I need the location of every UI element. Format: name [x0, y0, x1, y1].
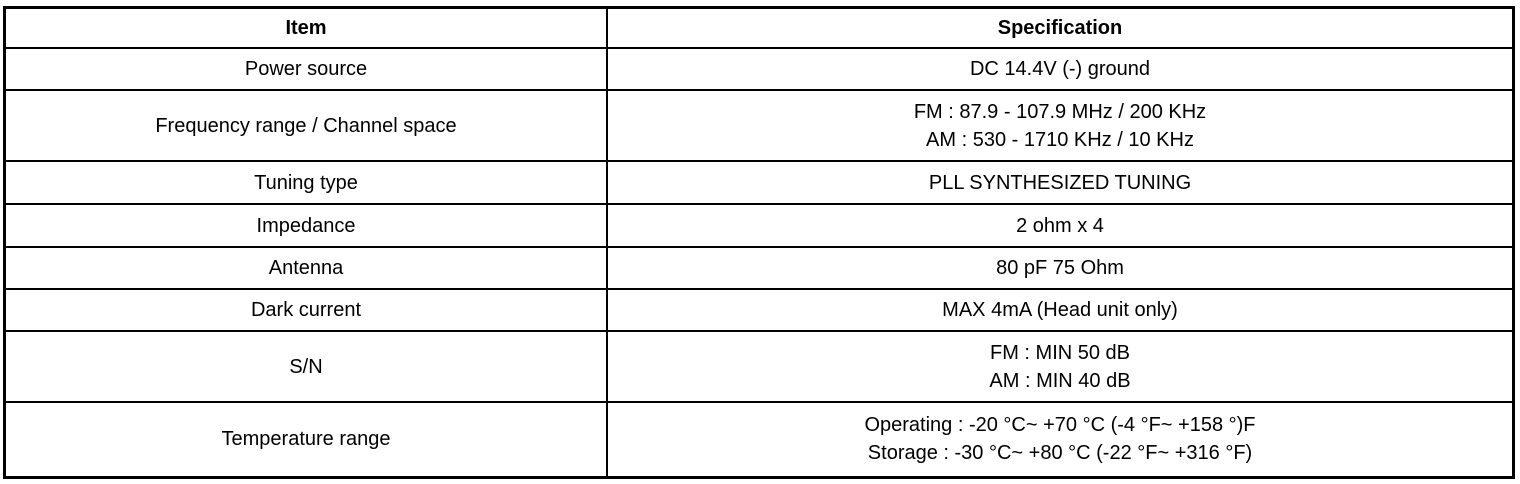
spec-cell: PLL SYNTHESIZED TUNING — [606, 160, 1515, 205]
table-row: Frequency range / Channel space FM : 87.9… — [3, 89, 1515, 162]
spec-cell: 2 ohm x 4 — [606, 203, 1515, 248]
spec-line: MAX 4mA (Head unit only) — [942, 299, 1178, 321]
spec-line: 2 ohm x 4 — [1016, 214, 1104, 237]
spec-cell: 80 pF 75 Ohm — [606, 246, 1515, 290]
spec-line: DC 14.4V (-) ground — [969, 58, 1151, 80]
table-row: Temperature range Operating : -20 °C~ +70… — [3, 401, 1515, 478]
item-cell: Impedance — [3, 203, 608, 248]
spec-line: 80 pF 75 Ohm — [996, 257, 1124, 279]
header-specification: Specification — [606, 6, 1515, 49]
spec-line: Operating : -20 °C~ +70 °C (-4 °F~ +158 … — [864, 414, 1256, 437]
table-row: S/N FM : MIN 50 dB AM : MIN 40 dB — [3, 330, 1515, 403]
table-row: Power source DC 14.4V (-) ground — [3, 47, 1515, 91]
spec-cell: FM : MIN 50 dB AM : MIN 40 dB — [606, 330, 1515, 403]
spec-line: FM : 87.9 - 107.9 MHz / 200 KHz — [913, 100, 1207, 123]
table-row: Impedance 2 ohm x 4 — [3, 203, 1515, 248]
spec-cell: Operating : -20 °C~ +70 °C (-4 °F~ +158 … — [606, 401, 1515, 478]
spec-line: FM : MIN 50 dB — [989, 341, 1131, 364]
spec-cell: FM : 87.9 - 107.9 MHz / 200 KHz AM : 530 … — [606, 89, 1515, 162]
table-row: Antenna 80 pF 75 Ohm — [3, 246, 1515, 290]
table-row: Dark current MAX 4mA (Head unit only) — [3, 288, 1515, 332]
item-cell: Tuning type — [3, 160, 608, 205]
item-cell: Dark current — [3, 288, 608, 332]
item-cell: Power source — [3, 47, 608, 91]
header-row: Item Specification — [3, 6, 1515, 49]
spec-table: Item Specification Power source DC 14.4V … — [3, 6, 1515, 479]
spec-cell: DC 14.4V (-) ground — [606, 47, 1515, 91]
spec-line: AM : MIN 40 dB — [989, 369, 1131, 392]
spec-line: AM : 530 - 1710 KHz / 10 KHz — [926, 128, 1194, 151]
item-cell: S/N — [3, 330, 608, 403]
item-cell: Frequency range / Channel space — [3, 89, 608, 162]
table-row: Tuning type PLL SYNTHESIZED TUNING — [3, 160, 1515, 205]
spec-line: PLL SYNTHESIZED TUNING — [928, 171, 1192, 194]
item-cell: Temperature range — [3, 401, 608, 478]
spec-line: Storage : -30 °C~ +80 °C (-22 °F~ +316 °… — [867, 442, 1253, 465]
header-item: Item — [3, 6, 608, 49]
spec-cell: MAX 4mA (Head unit only) — [606, 288, 1515, 332]
item-cell: Antenna — [3, 246, 608, 290]
